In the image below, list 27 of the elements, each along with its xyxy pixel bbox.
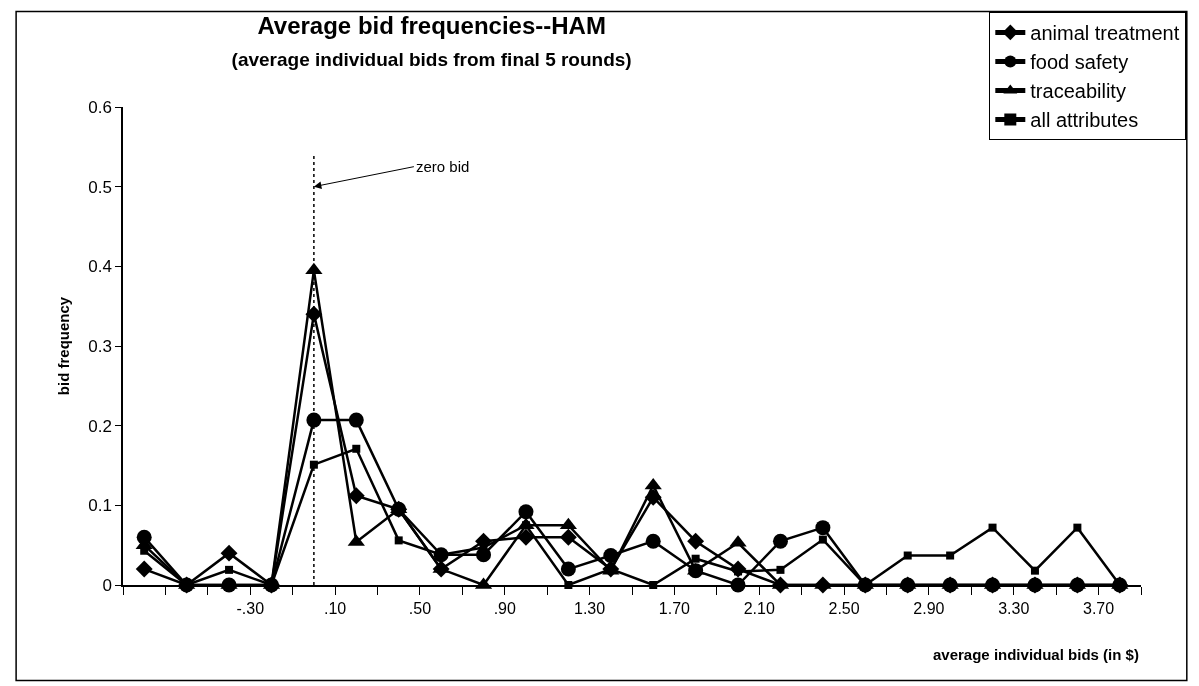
legend-label: food safety (1030, 51, 1129, 74)
x-tick-label: 2.50 (828, 599, 860, 617)
ref-line-label: zero bid (416, 158, 470, 175)
x-tick-label: -.30 (236, 599, 265, 617)
legend-label: traceability (1030, 80, 1126, 103)
x-axis-title: average individual bids (in $) (933, 646, 1139, 663)
x-tick-label: .10 (323, 599, 347, 617)
x-tick-label: .50 (408, 599, 432, 617)
y-tick-label: 0.3 (88, 336, 112, 356)
y-axis-title: bid frequency (54, 296, 72, 396)
legend-label: animal treatment (1030, 22, 1180, 45)
y-tick-label: 0.4 (88, 257, 112, 277)
chart-title: Average bid frequencies--HAM (257, 12, 606, 40)
y-tick-label: 0.6 (88, 97, 112, 117)
y-tick-label: 0.2 (88, 416, 112, 436)
legend-label: all attributes (1030, 109, 1139, 132)
y-tick-label: 0.1 (88, 496, 112, 516)
y-tick-label: 0.5 (88, 177, 112, 197)
chart-subtitle: (average individual bids from final 5 rounds) (231, 48, 632, 70)
x-tick-label: .90 (493, 599, 516, 617)
y-tick-label: 0 (102, 575, 112, 595)
x-tick-label: 3.30 (998, 599, 1030, 617)
x-tick-label: 1.70 (658, 599, 691, 617)
x-tick-label: 1.30 (574, 599, 606, 617)
x-tick-label: 2.10 (743, 599, 775, 617)
x-tick-label: 2.90 (913, 599, 945, 617)
x-tick-label: 3.70 (1083, 599, 1115, 617)
